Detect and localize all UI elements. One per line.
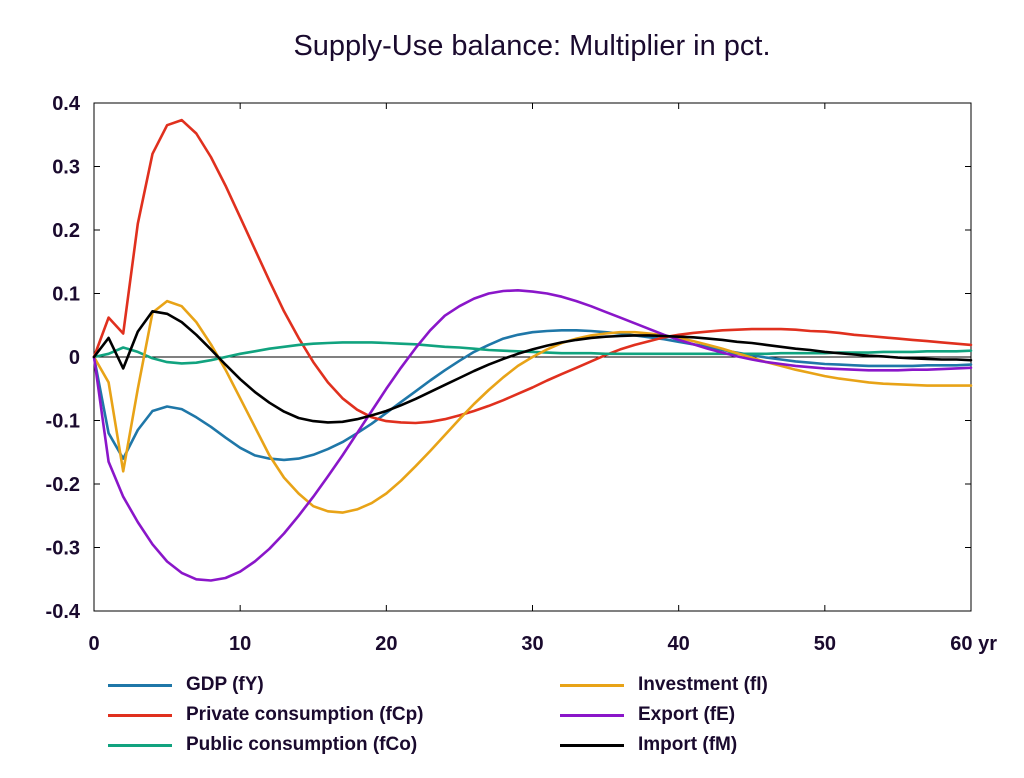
axes: 0.4 0.3 0.2 0.1 0 -0.1 -0.2 -0.3 -0.4 0 10 20 30 40 50… (46, 93, 998, 655)
y-tick-label: -0.3 (46, 538, 80, 560)
legend-swatch (560, 683, 624, 687)
series-line-3 (92, 299, 973, 514)
chart-title: Supply-Use balance: Multiplier in pct. (293, 30, 771, 62)
series-line-1 (92, 118, 973, 425)
legend-swatch (108, 713, 172, 717)
y-tick-label: -0.4 (46, 601, 81, 623)
x-tick-label: 0 (88, 633, 99, 655)
x-tick-label: 60 yr (950, 633, 997, 655)
legend-item: Private consumption (fCp) (108, 701, 424, 729)
series-line-5 (92, 309, 973, 424)
x-tick-label: 30 (521, 633, 543, 655)
y-tick-label: 0 (69, 347, 80, 369)
x-tick-label: 10 (229, 633, 251, 655)
x-tick-label: 20 (375, 633, 397, 655)
legend-item: Export (fE) (560, 701, 735, 729)
y-tick-label: 0.3 (52, 157, 80, 179)
y-tick-label: -0.1 (46, 411, 80, 433)
x-tick-label: 40 (668, 633, 690, 655)
legend-item: Import (fM) (560, 731, 737, 759)
series-lines (92, 118, 973, 582)
y-tick-label: 0.4 (52, 93, 81, 115)
legend-swatch (560, 743, 624, 747)
x-tick-label: 50 (814, 633, 836, 655)
y-tick-label: 0.2 (52, 220, 80, 242)
legend-item: Public consumption (fCo) (108, 731, 417, 759)
legend-label: GDP (fY) (186, 674, 264, 695)
y-tick-label: 0.1 (52, 284, 80, 306)
legend-label: Public consumption (fCo) (186, 734, 418, 755)
legend-item: GDP (fY) (108, 671, 264, 699)
legend-label: Private consumption (fCp) (186, 704, 424, 725)
legend-label: Import (fM) (638, 734, 738, 755)
legend-item: Investment (fI) (560, 671, 768, 699)
legend-swatch (108, 683, 172, 687)
legend-swatch (108, 743, 172, 747)
legend-label: Investment (fI) (638, 674, 768, 695)
legend-label: Export (fE) (638, 704, 736, 725)
y-tick-label: -0.2 (46, 474, 80, 496)
series-line-0 (92, 328, 973, 462)
legend-swatch (560, 713, 624, 717)
series-line-4 (92, 288, 973, 582)
